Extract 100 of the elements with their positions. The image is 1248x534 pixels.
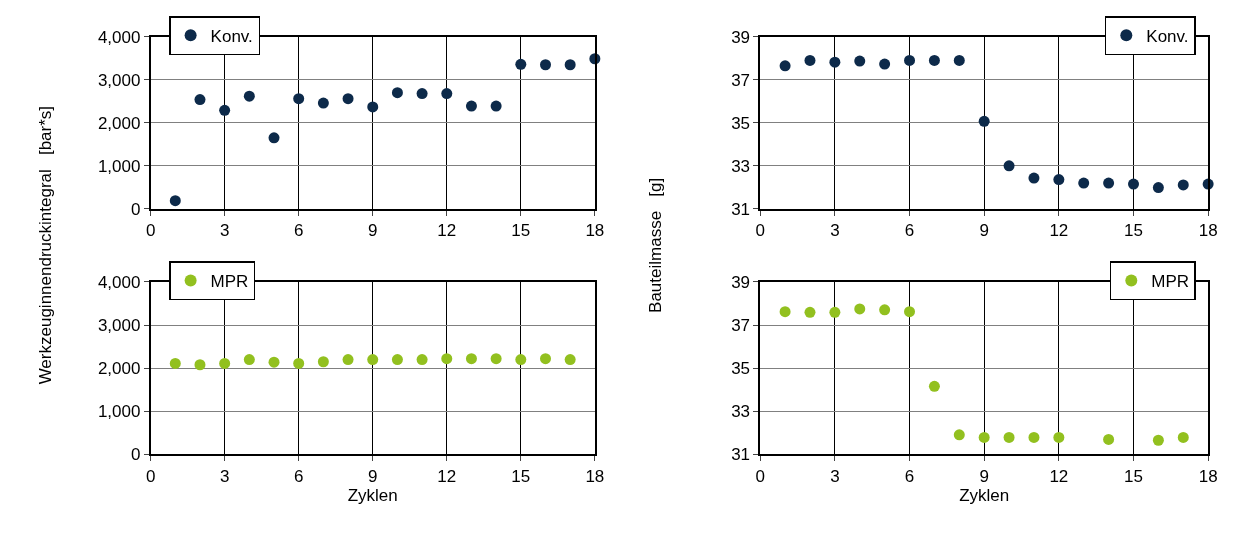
point [978, 115, 990, 127]
y-tick-label: 3,000 [97, 70, 141, 90]
x-tick-label: 15 [1124, 466, 1143, 486]
point [1078, 177, 1090, 189]
x-tick-label: 3 [830, 220, 840, 240]
point [879, 58, 891, 70]
point [1103, 177, 1115, 189]
point [928, 380, 940, 392]
point [804, 306, 816, 318]
point [779, 60, 791, 72]
y-tick-label: 4,000 [97, 27, 141, 47]
legend-label: Konv. [1146, 26, 1189, 46]
x-tick-label: 18 [585, 220, 605, 240]
x-tick-label: 9 [979, 220, 989, 240]
x-tick-label: 9 [368, 466, 378, 486]
point [1053, 431, 1065, 443]
y-axis-title: Bauteilmasse [g] [645, 177, 665, 313]
point [1053, 174, 1065, 186]
point [169, 195, 181, 207]
y-tick-label: 4,000 [97, 272, 141, 292]
point [490, 100, 502, 112]
point [904, 54, 916, 66]
x-tick-label: 0 [755, 466, 765, 486]
y-axis-title: Werkzeuginnendruckintegral [bar*s] [36, 105, 56, 385]
x-tick-label: 0 [145, 466, 156, 486]
point [243, 90, 255, 102]
y-tick-label: 2,000 [97, 359, 141, 379]
x-tick-label: 12 [437, 466, 457, 486]
x-tick-label: 3 [219, 466, 230, 486]
point [441, 88, 453, 100]
y-tick-label: 39 [731, 27, 751, 47]
point [1152, 182, 1164, 194]
y-tick-label: 31 [731, 445, 751, 465]
y-tick-label: 37 [731, 70, 751, 90]
point [854, 55, 866, 67]
point [1103, 433, 1115, 445]
point [268, 132, 280, 144]
x-tick-label: 6 [293, 220, 304, 240]
y-tick-label: 33 [731, 156, 751, 176]
y-tick-label: 3,000 [97, 316, 141, 336]
point [1028, 172, 1040, 184]
x-tick-label: 18 [1198, 220, 1218, 240]
y-tick-label: 35 [731, 113, 751, 133]
x-tick-label: 18 [1198, 466, 1218, 486]
point [1128, 178, 1139, 190]
x-tick-label: 12 [1049, 466, 1069, 486]
x-tick-label: 6 [293, 466, 304, 486]
x-tick-label: 0 [755, 220, 765, 240]
point [1152, 434, 1164, 446]
point [1003, 431, 1015, 443]
x-tick-label: 18 [585, 466, 605, 486]
y-tick-label: 33 [731, 402, 751, 422]
x-tick-label: 15 [1124, 220, 1143, 240]
y-tick-label: 0 [130, 445, 141, 465]
point [1177, 179, 1189, 191]
x-tick-label: 15 [511, 466, 531, 486]
y-tick-label: 31 [731, 199, 751, 219]
x-tick-label: 3 [830, 466, 840, 486]
y-tick-label: 37 [731, 316, 751, 336]
y-tick-label: 1,000 [97, 156, 141, 176]
point [779, 306, 791, 318]
y-tick-label: 0 [130, 199, 141, 219]
point [879, 304, 891, 316]
x-tick-label: 15 [511, 220, 531, 240]
point [317, 97, 329, 109]
x-tick-label: 0 [145, 220, 156, 240]
point [953, 429, 965, 441]
y-tick-label: 39 [731, 272, 751, 292]
x-axis-title: Zyklen [959, 485, 1010, 505]
point [953, 54, 965, 66]
point [854, 303, 866, 315]
point [1177, 431, 1189, 443]
point [416, 88, 428, 100]
x-tick-label: 12 [437, 220, 457, 240]
legend-label: MPR [1151, 272, 1190, 292]
point [293, 93, 305, 105]
x-axis-title: Zyklen [347, 485, 398, 505]
point [1028, 431, 1040, 443]
point [367, 101, 379, 113]
point [515, 58, 527, 70]
point [564, 59, 576, 71]
point [219, 104, 231, 116]
y-tick-label: 35 [731, 359, 751, 379]
x-tick-label: 6 [904, 220, 915, 240]
point [465, 100, 477, 112]
point [904, 306, 916, 318]
y-tick-label: 1,000 [97, 402, 141, 422]
point [342, 93, 354, 105]
point [829, 56, 841, 68]
point [829, 306, 841, 318]
x-tick-label: 6 [904, 466, 915, 486]
legend-label: Konv. [210, 26, 253, 46]
legend-label: MPR [210, 272, 249, 292]
point [194, 94, 206, 106]
y-tick-label: 2,000 [97, 113, 141, 133]
x-tick-label: 9 [979, 466, 989, 486]
point [928, 54, 940, 66]
x-tick-label: 9 [368, 220, 378, 240]
point [804, 54, 816, 66]
x-tick-label: 3 [219, 220, 230, 240]
